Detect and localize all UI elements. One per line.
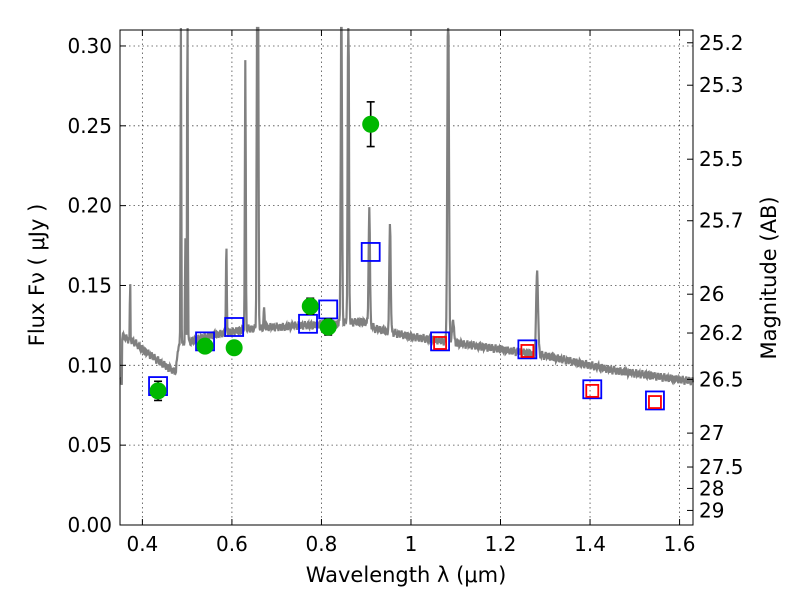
photometry-point <box>319 318 337 336</box>
red-square-marker <box>585 383 600 398</box>
blue-square-marker <box>430 331 450 352</box>
red-square-marker <box>520 344 535 358</box>
right-tick-label: 25.7 <box>699 209 744 233</box>
y-tick-label: 0.30 <box>67 34 112 58</box>
blue-square-marker <box>517 339 538 360</box>
y-tick-label: 0.00 <box>67 513 112 537</box>
photometry-point <box>196 337 214 355</box>
right-tick-label: 27 <box>699 421 724 445</box>
right-tick-label: 26.5 <box>699 367 744 391</box>
y-tick-label: 0.10 <box>67 353 112 377</box>
axis-ticks: 0.4 0.6 0.8 1 1.2 1.4 1.6 0.00 0.05 0.10 0.15 0.20 0… <box>67 30 744 556</box>
red-square-marker <box>648 395 662 409</box>
x-axis-label: Wavelength λ (μm) <box>306 563 507 587</box>
x-tick-label: 0.4 <box>126 532 158 556</box>
axis-labels: Wavelength λ (μm) Flux Fν ( μJy ) Magnit… <box>25 196 781 587</box>
x-tick-label: 1 <box>405 532 418 556</box>
blue-square-marker <box>360 242 381 262</box>
x-tick-label: 0.6 <box>216 532 248 556</box>
blue-square-marker <box>645 390 665 411</box>
spectrum-line <box>119 26 695 386</box>
y-tick-label: 0.15 <box>67 273 112 297</box>
y-tick-label: 0.25 <box>67 114 112 138</box>
red-square-marker <box>433 336 447 350</box>
x-tick-label: 1.2 <box>485 532 517 556</box>
right-tick-label: 25.5 <box>699 147 744 171</box>
photometry-point <box>225 339 243 357</box>
model-bandpass-squares <box>148 242 665 411</box>
right-tick-label: 26 <box>699 282 724 306</box>
y-axis-label: Flux Fν ( μJy ) <box>25 204 49 347</box>
blue-square-marker <box>224 317 245 337</box>
x-tick-label: 1.6 <box>664 532 696 556</box>
right-tick-label: 26.2 <box>699 321 744 345</box>
x-tick-label: 1.4 <box>574 532 606 556</box>
plot-frame <box>119 29 694 526</box>
blue-square-marker <box>582 379 603 400</box>
photometry-point <box>362 115 380 133</box>
y-tick-label: 0.20 <box>67 194 112 218</box>
y-tick-label: 0.05 <box>67 433 112 457</box>
grid-lines <box>120 30 693 526</box>
observed-photometry-points <box>149 101 380 402</box>
right-tick-label: 25.2 <box>699 31 744 55</box>
right-tick-label: 28 <box>699 476 724 500</box>
model-spectrum <box>119 26 695 386</box>
x-tick-label: 0.8 <box>306 532 338 556</box>
right-axis-label: Magnitude (AB) <box>757 196 781 359</box>
photometry-point <box>149 382 167 400</box>
photometry-point <box>301 297 319 315</box>
right-tick-label: 29 <box>699 498 724 522</box>
right-tick-label: 27.5 <box>699 455 744 479</box>
right-tick-label: 25.3 <box>699 73 744 97</box>
